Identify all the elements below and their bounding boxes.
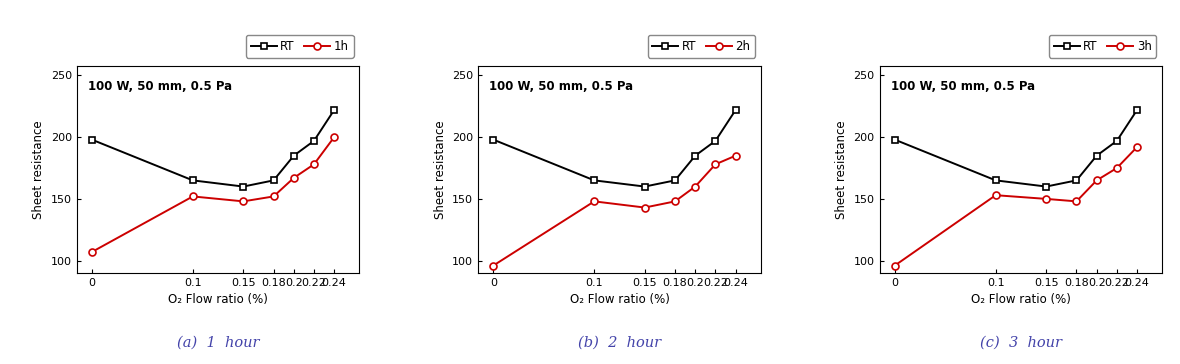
1h [85,250,99,254]
Text: 100 W, 50 mm, 0.5 Pa: 100 W, 50 mm, 0.5 Pa [490,80,634,93]
RT [287,154,301,158]
RT [1040,185,1054,189]
1h [327,135,341,139]
RT [728,108,742,112]
RT [85,138,99,142]
RT [989,178,1003,183]
3h [1109,166,1123,170]
Line: 3h: 3h [891,143,1141,269]
X-axis label: O₂ Flow ratio (%): O₂ Flow ratio (%) [570,293,669,306]
1h [307,162,321,166]
RT [1089,154,1103,158]
RT [327,108,341,112]
1h [267,194,281,199]
RT [267,178,281,183]
1h [185,194,199,199]
RT [708,139,722,143]
Text: (a)  1  hour: (a) 1 hour [177,335,260,349]
Line: 2h: 2h [490,152,739,269]
Line: 1h: 1h [88,134,337,256]
3h [989,193,1003,197]
X-axis label: O₂ Flow ratio (%): O₂ Flow ratio (%) [971,293,1071,306]
3h [1130,145,1145,149]
2h [708,162,722,166]
RT [1109,139,1123,143]
2h [728,154,742,158]
3h [1040,197,1054,201]
RT [668,178,682,183]
RT [185,178,199,183]
RT [637,185,651,189]
Legend: RT, 1h: RT, 1h [247,35,354,58]
3h [887,264,902,268]
Text: 100 W, 50 mm, 0.5 Pa: 100 W, 50 mm, 0.5 Pa [891,80,1035,93]
Text: (c)  3  hour: (c) 3 hour [979,335,1062,349]
2h [637,205,651,210]
RT [887,138,902,142]
RT [1069,178,1083,183]
X-axis label: O₂ Flow ratio (%): O₂ Flow ratio (%) [168,293,268,306]
Y-axis label: Sheet resistance: Sheet resistance [32,120,45,218]
RT [1130,108,1145,112]
3h [1069,199,1083,203]
RT [307,139,321,143]
Legend: RT, 3h: RT, 3h [1049,35,1156,58]
2h [668,199,682,203]
Line: RT: RT [891,107,1141,190]
3h [1089,178,1103,183]
2h [588,199,602,203]
Text: (b)  2  hour: (b) 2 hour [578,335,661,349]
Y-axis label: Sheet resistance: Sheet resistance [433,120,446,218]
2h [688,185,702,189]
RT [236,185,250,189]
RT [486,138,500,142]
1h [287,176,301,180]
Line: RT: RT [490,107,739,190]
RT [688,154,702,158]
RT [588,178,602,183]
Text: 100 W, 50 mm, 0.5 Pa: 100 W, 50 mm, 0.5 Pa [88,80,232,93]
Line: RT: RT [88,107,337,190]
2h [486,264,500,268]
Legend: RT, 2h: RT, 2h [648,35,755,58]
Y-axis label: Sheet resistance: Sheet resistance [835,120,848,218]
1h [236,199,250,203]
